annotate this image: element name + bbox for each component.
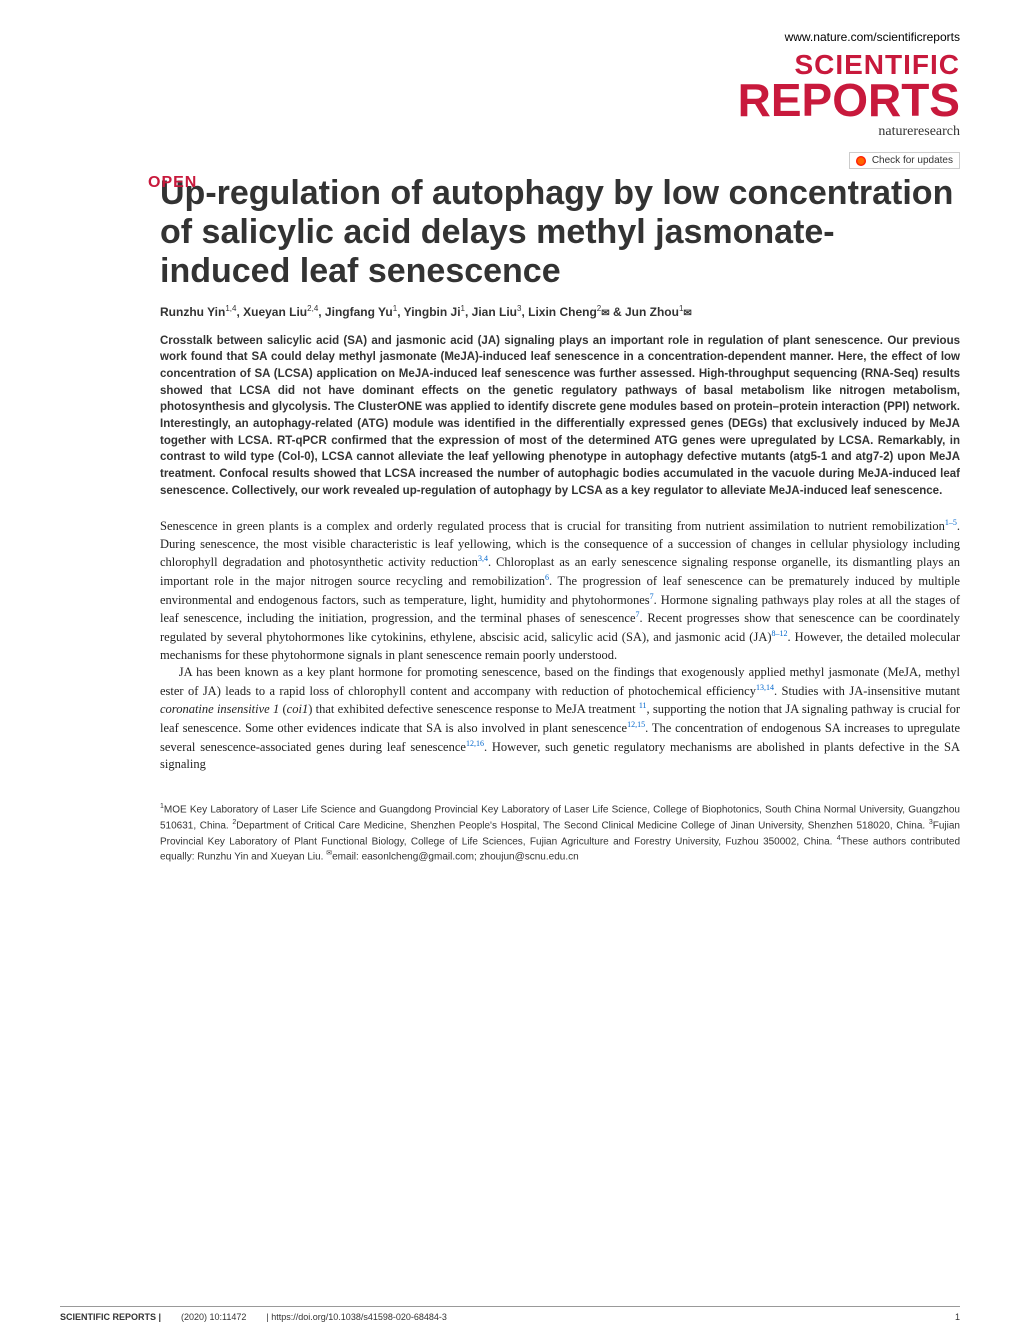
logo-line2: REPORTS	[60, 79, 960, 123]
author-list: Runzhu Yin1,4, Xueyan Liu2,4, Jingfang Y…	[160, 304, 960, 319]
paragraph-1: Senescence in green plants is a complex …	[160, 517, 960, 664]
article-title: Up-regulation of autophagy by low concen…	[160, 174, 960, 291]
page-footer: SCIENTIFIC REPORTS | (2020) 10:11472 | h…	[60, 1306, 960, 1322]
open-access-badge: OPEN	[148, 174, 197, 192]
paragraph-2: JA has been known as a key plant hormone…	[160, 664, 960, 774]
article-content: Up-regulation of autophagy by low concen…	[160, 174, 960, 865]
abstract: Crosstalk between salicylic acid (SA) an…	[160, 333, 960, 500]
footer-citation: (2020) 10:11472	[181, 1312, 246, 1322]
journal-url[interactable]: www.nature.com/scientificreports	[60, 30, 960, 44]
footer-left: SCIENTIFIC REPORTS | (2020) 10:11472 | h…	[60, 1312, 447, 1322]
page-number: 1	[955, 1312, 960, 1322]
affiliations: 1MOE Key Laboratory of Laser Life Scienc…	[160, 802, 960, 865]
check-updates-button[interactable]: Check for updates	[849, 152, 960, 169]
updates-label: Check for updates	[872, 155, 953, 166]
logo-subtitle: natureresearch	[60, 124, 960, 140]
check-updates-container: Check for updates	[60, 150, 960, 169]
footer-journal: SCIENTIFIC REPORTS |	[60, 1312, 161, 1322]
body-text: Senescence in green plants is a complex …	[160, 517, 960, 774]
footer-doi[interactable]: | https://doi.org/10.1038/s41598-020-684…	[266, 1312, 446, 1322]
journal-logo: SCIENTIFIC REPORTS natureresearch	[60, 52, 960, 140]
updates-icon	[856, 156, 866, 166]
